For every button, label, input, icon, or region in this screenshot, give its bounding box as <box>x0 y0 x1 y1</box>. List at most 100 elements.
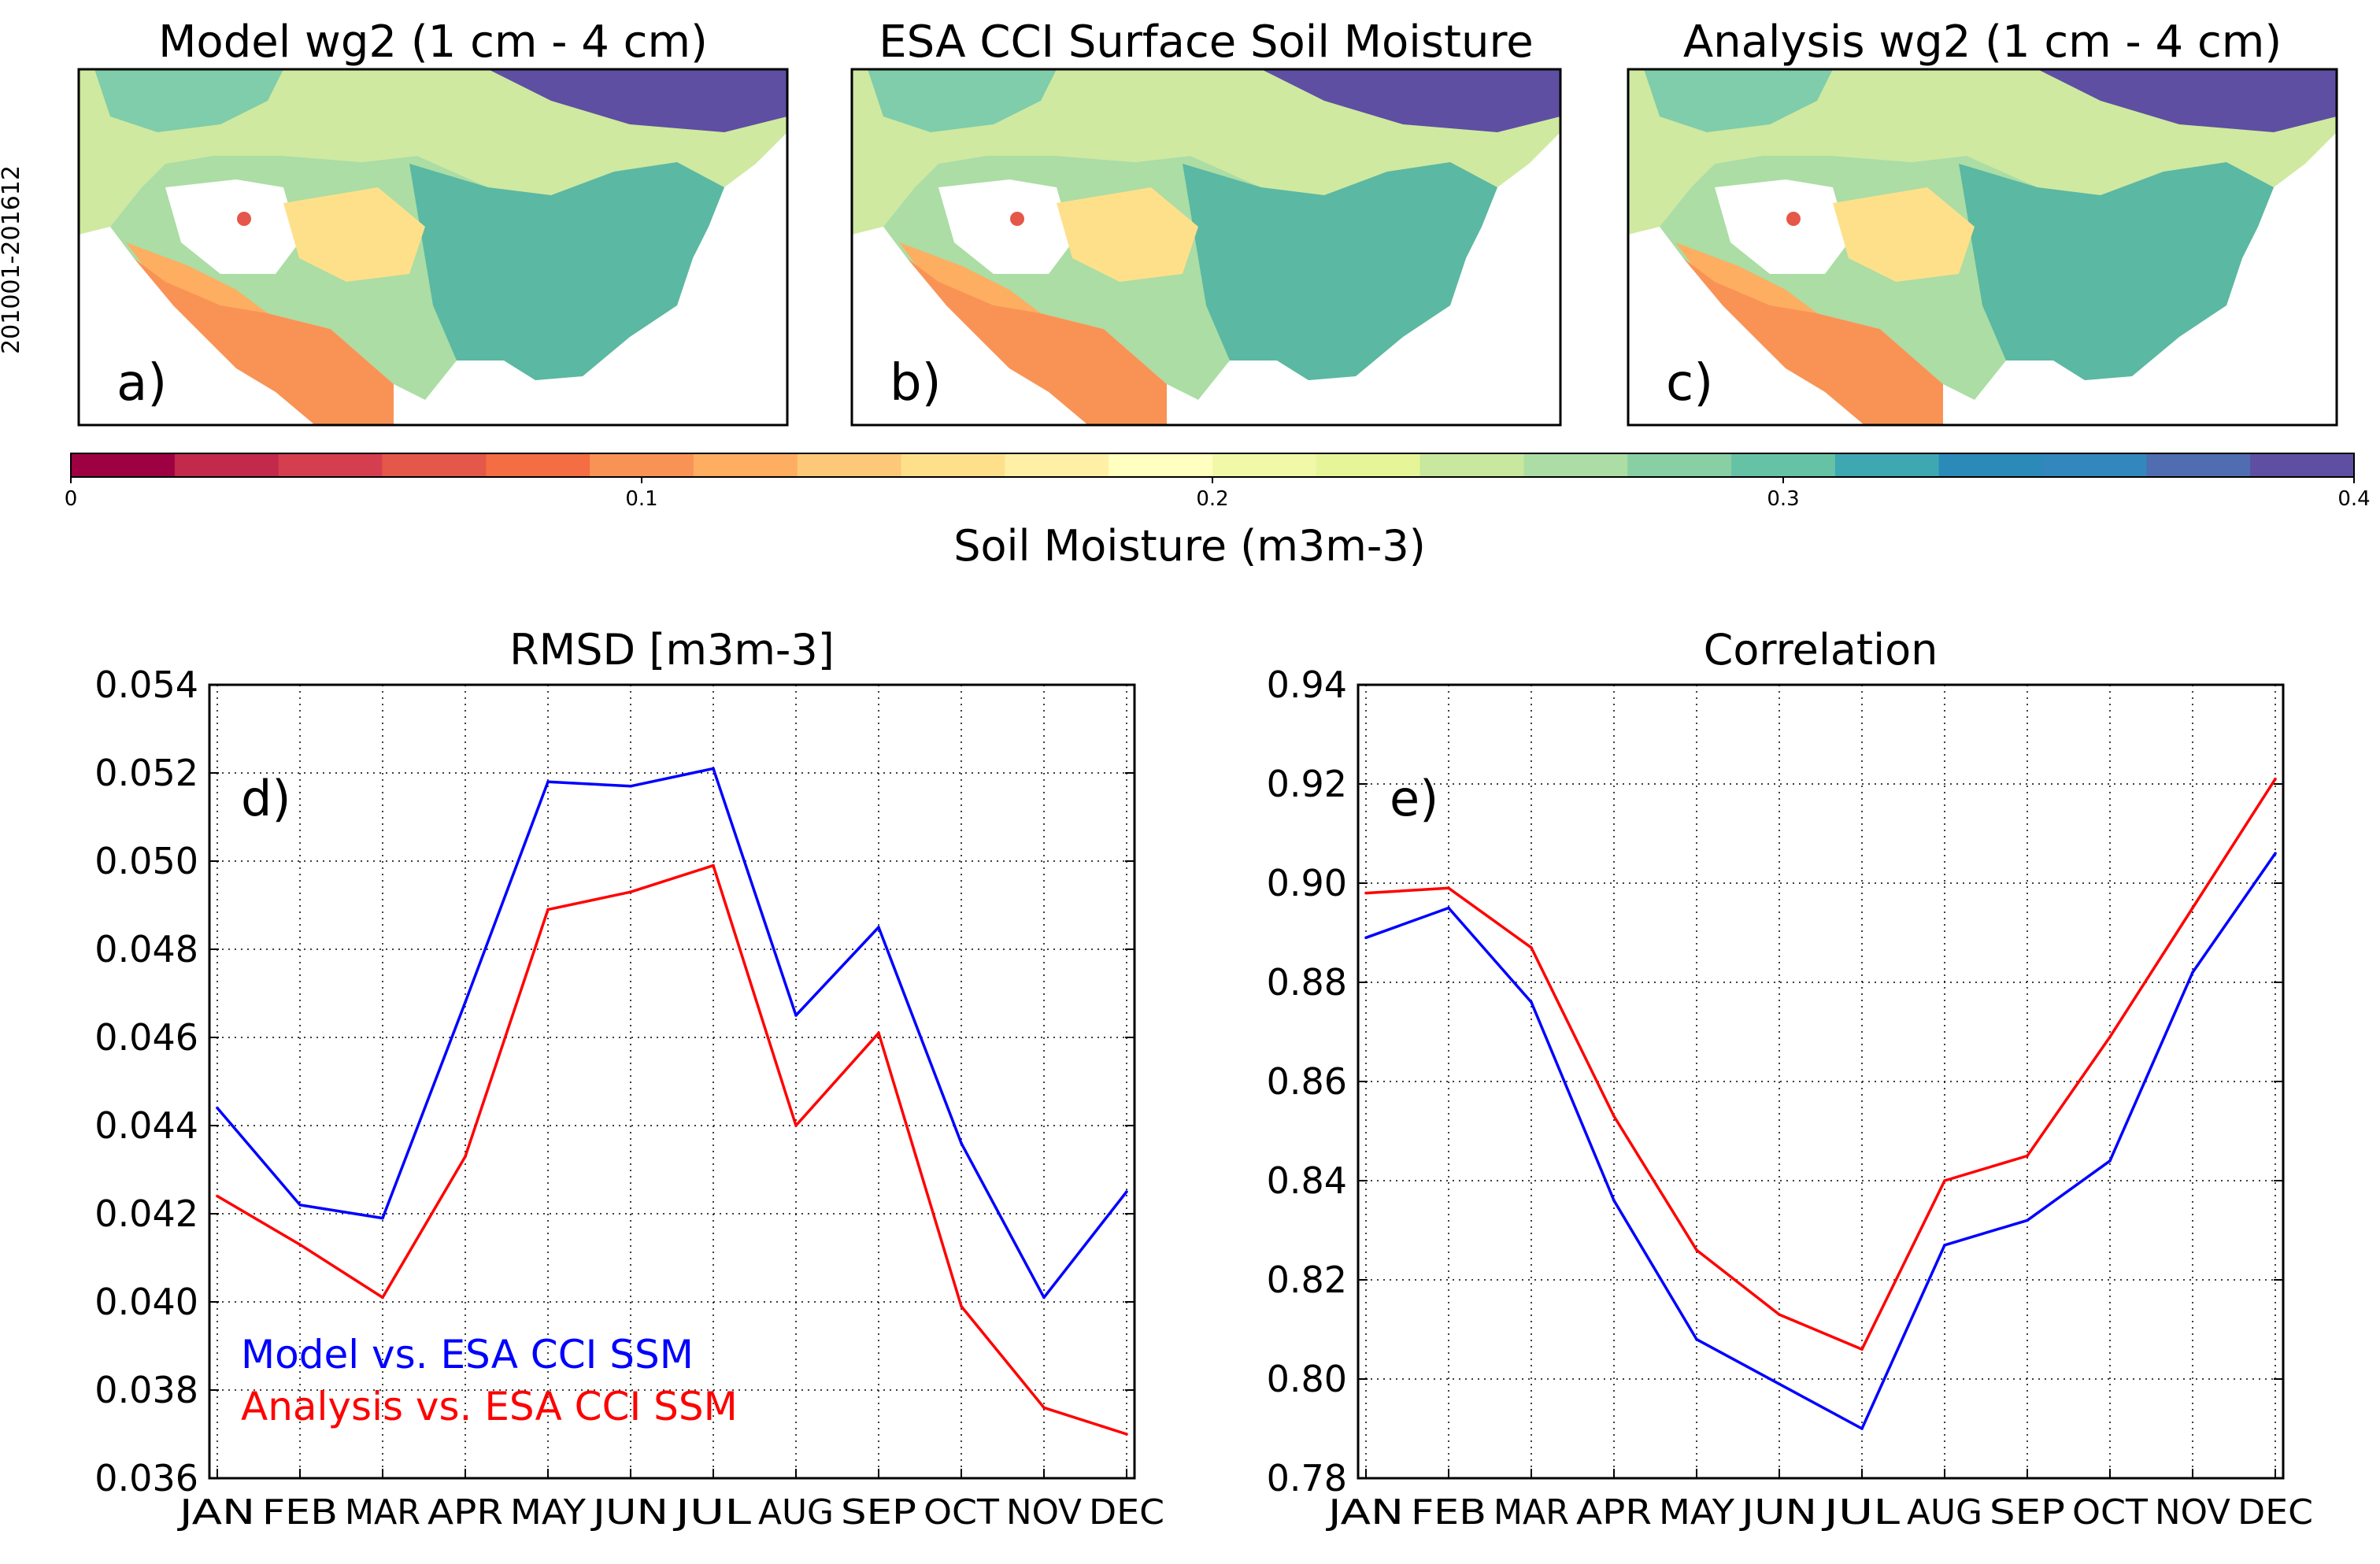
y-tick-label: 0.90 <box>1267 862 1347 904</box>
data-point <box>2108 1159 2112 1163</box>
region-northwest <box>94 69 283 132</box>
y-tick-label: 0.054 <box>94 664 198 706</box>
colorbar-swatch <box>797 453 902 477</box>
x-tick-label: JAN <box>176 1492 255 1533</box>
y-tick-label: 0.94 <box>1267 664 1347 706</box>
data-point <box>1778 1313 1781 1316</box>
data-point <box>298 1243 302 1246</box>
x-tick-label: JUL <box>1821 1492 1901 1533</box>
colorbar-swatch <box>1316 453 1421 477</box>
rmsd-chart: 0.036 0.038 0.040 0.042 0.044 0.046 0.048 0.050… <box>94 625 1164 1533</box>
y-tick-label: 0.040 <box>94 1281 198 1323</box>
data-point <box>2191 906 2194 910</box>
x-tick-label: NOV <box>1006 1492 1082 1533</box>
region-mexico <box>134 258 394 425</box>
colorbar-tick-label: 0.4 <box>2337 487 2370 511</box>
x-tick-label: MAR <box>345 1492 420 1533</box>
data-point <box>1778 1382 1781 1386</box>
data-point <box>1860 1348 1864 1351</box>
colorbar-swatch <box>1938 453 2044 477</box>
colorbar-swatch <box>901 453 1005 477</box>
data-point <box>2026 1154 2029 1158</box>
x-tick-label: AUG <box>1907 1492 1982 1533</box>
data-point <box>298 1204 302 1207</box>
y-tick-label: 0.046 <box>94 1016 198 1059</box>
data-point <box>1447 906 1450 910</box>
data-point <box>712 767 715 771</box>
x-tick-label: MAR <box>1494 1492 1569 1533</box>
data-point <box>1943 1179 1946 1182</box>
legend-entry: Analysis vs. ESA CCI SSM <box>241 1384 738 1429</box>
panel-tag: e) <box>1390 770 1438 827</box>
data-point <box>2274 777 2277 781</box>
region-northwest <box>1644 69 1833 132</box>
region-north-wet <box>488 69 787 132</box>
map-title: Analysis wg2 (1 cm - 4 cm) <box>1683 17 2282 68</box>
panel-tag: a) <box>117 354 167 412</box>
colorbar-swatch <box>590 453 694 477</box>
chart-title: RMSD [m3m-3] <box>509 625 835 675</box>
data-point <box>629 890 632 893</box>
region-east-wet <box>1959 162 2274 380</box>
x-tick-label: JUN <box>1738 1492 1817 1533</box>
data-point <box>794 1014 798 1017</box>
colorbar-swatch <box>2042 453 2147 477</box>
data-point <box>2026 1218 2029 1222</box>
y-tick-label: 0.86 <box>1267 1060 1347 1103</box>
map-panels: Model wg2 (1 cm - 4 cm) a) ESA CCI Surface… <box>77 17 2338 427</box>
x-tick-label: DEC <box>2237 1492 2313 1533</box>
colorbar-swatch <box>1731 453 1836 477</box>
panel-tag: c) <box>1666 354 1713 412</box>
x-tick-label: OCT <box>2072 1492 2148 1533</box>
x-tick-label: OCT <box>923 1492 999 1533</box>
map-title: Model wg2 (1 cm - 4 cm) <box>158 17 708 68</box>
data-point <box>1447 886 1450 890</box>
data-point <box>877 1031 880 1035</box>
colorbar-swatch <box>1419 453 1525 477</box>
x-tick-label: SEP <box>1990 1492 2065 1533</box>
map-area <box>79 69 787 425</box>
x-tick-label: DEC <box>1089 1492 1164 1533</box>
y-tick-label: 0.042 <box>94 1192 198 1235</box>
colorbar-swatch <box>1005 453 1109 477</box>
y-tick-label: 0.048 <box>94 928 198 971</box>
map-panel: Analysis wg2 (1 cm - 4 cm) c) <box>1627 17 2338 427</box>
data-point <box>1695 1248 1698 1252</box>
y-tick-label: 0.036 <box>94 1457 198 1499</box>
data-point <box>2274 852 2277 855</box>
colorbar-swatch <box>278 453 383 477</box>
colorbar-tick-label: 0.3 <box>1767 487 1799 511</box>
dry-lake <box>237 212 251 226</box>
data-point <box>1042 1406 1046 1410</box>
series-line <box>216 767 1128 1300</box>
data-point <box>629 785 632 788</box>
data-point <box>2191 971 2194 974</box>
map-panel: ESA CCI Surface Soil Moisture b) <box>850 17 1562 427</box>
data-point <box>1364 936 1368 940</box>
map-area <box>852 69 1560 425</box>
colorbar-swatch <box>1523 453 1628 477</box>
colorbar-swatch <box>693 453 798 477</box>
data-point <box>546 908 550 911</box>
colorbar-swatch <box>71 453 176 477</box>
x-tick-label: JUL <box>672 1492 752 1533</box>
data-point <box>1125 1190 1128 1193</box>
region-great-plains <box>1057 187 1198 282</box>
data-point <box>1042 1296 1046 1300</box>
data-point <box>1943 1244 1946 1247</box>
region-north-wet <box>1261 69 1560 132</box>
data-point <box>794 1124 798 1127</box>
data-point <box>381 1216 384 1220</box>
region-great-basin <box>1715 179 1849 274</box>
x-tick-label: APR <box>1576 1492 1652 1533</box>
x-tick-label: AUG <box>758 1492 834 1533</box>
y-tick-label: 0.044 <box>94 1104 198 1147</box>
y-tick-label: 0.78 <box>1267 1457 1347 1499</box>
map-frame <box>850 68 1562 427</box>
series-line <box>1365 852 2277 1430</box>
x-tick-label: FEB <box>262 1492 338 1533</box>
colorbar: 0 0.1 0.2 0.3 0.4 <box>65 453 2371 511</box>
map-title: ESA CCI Surface Soil Moisture <box>879 17 1533 68</box>
data-point <box>877 926 880 929</box>
